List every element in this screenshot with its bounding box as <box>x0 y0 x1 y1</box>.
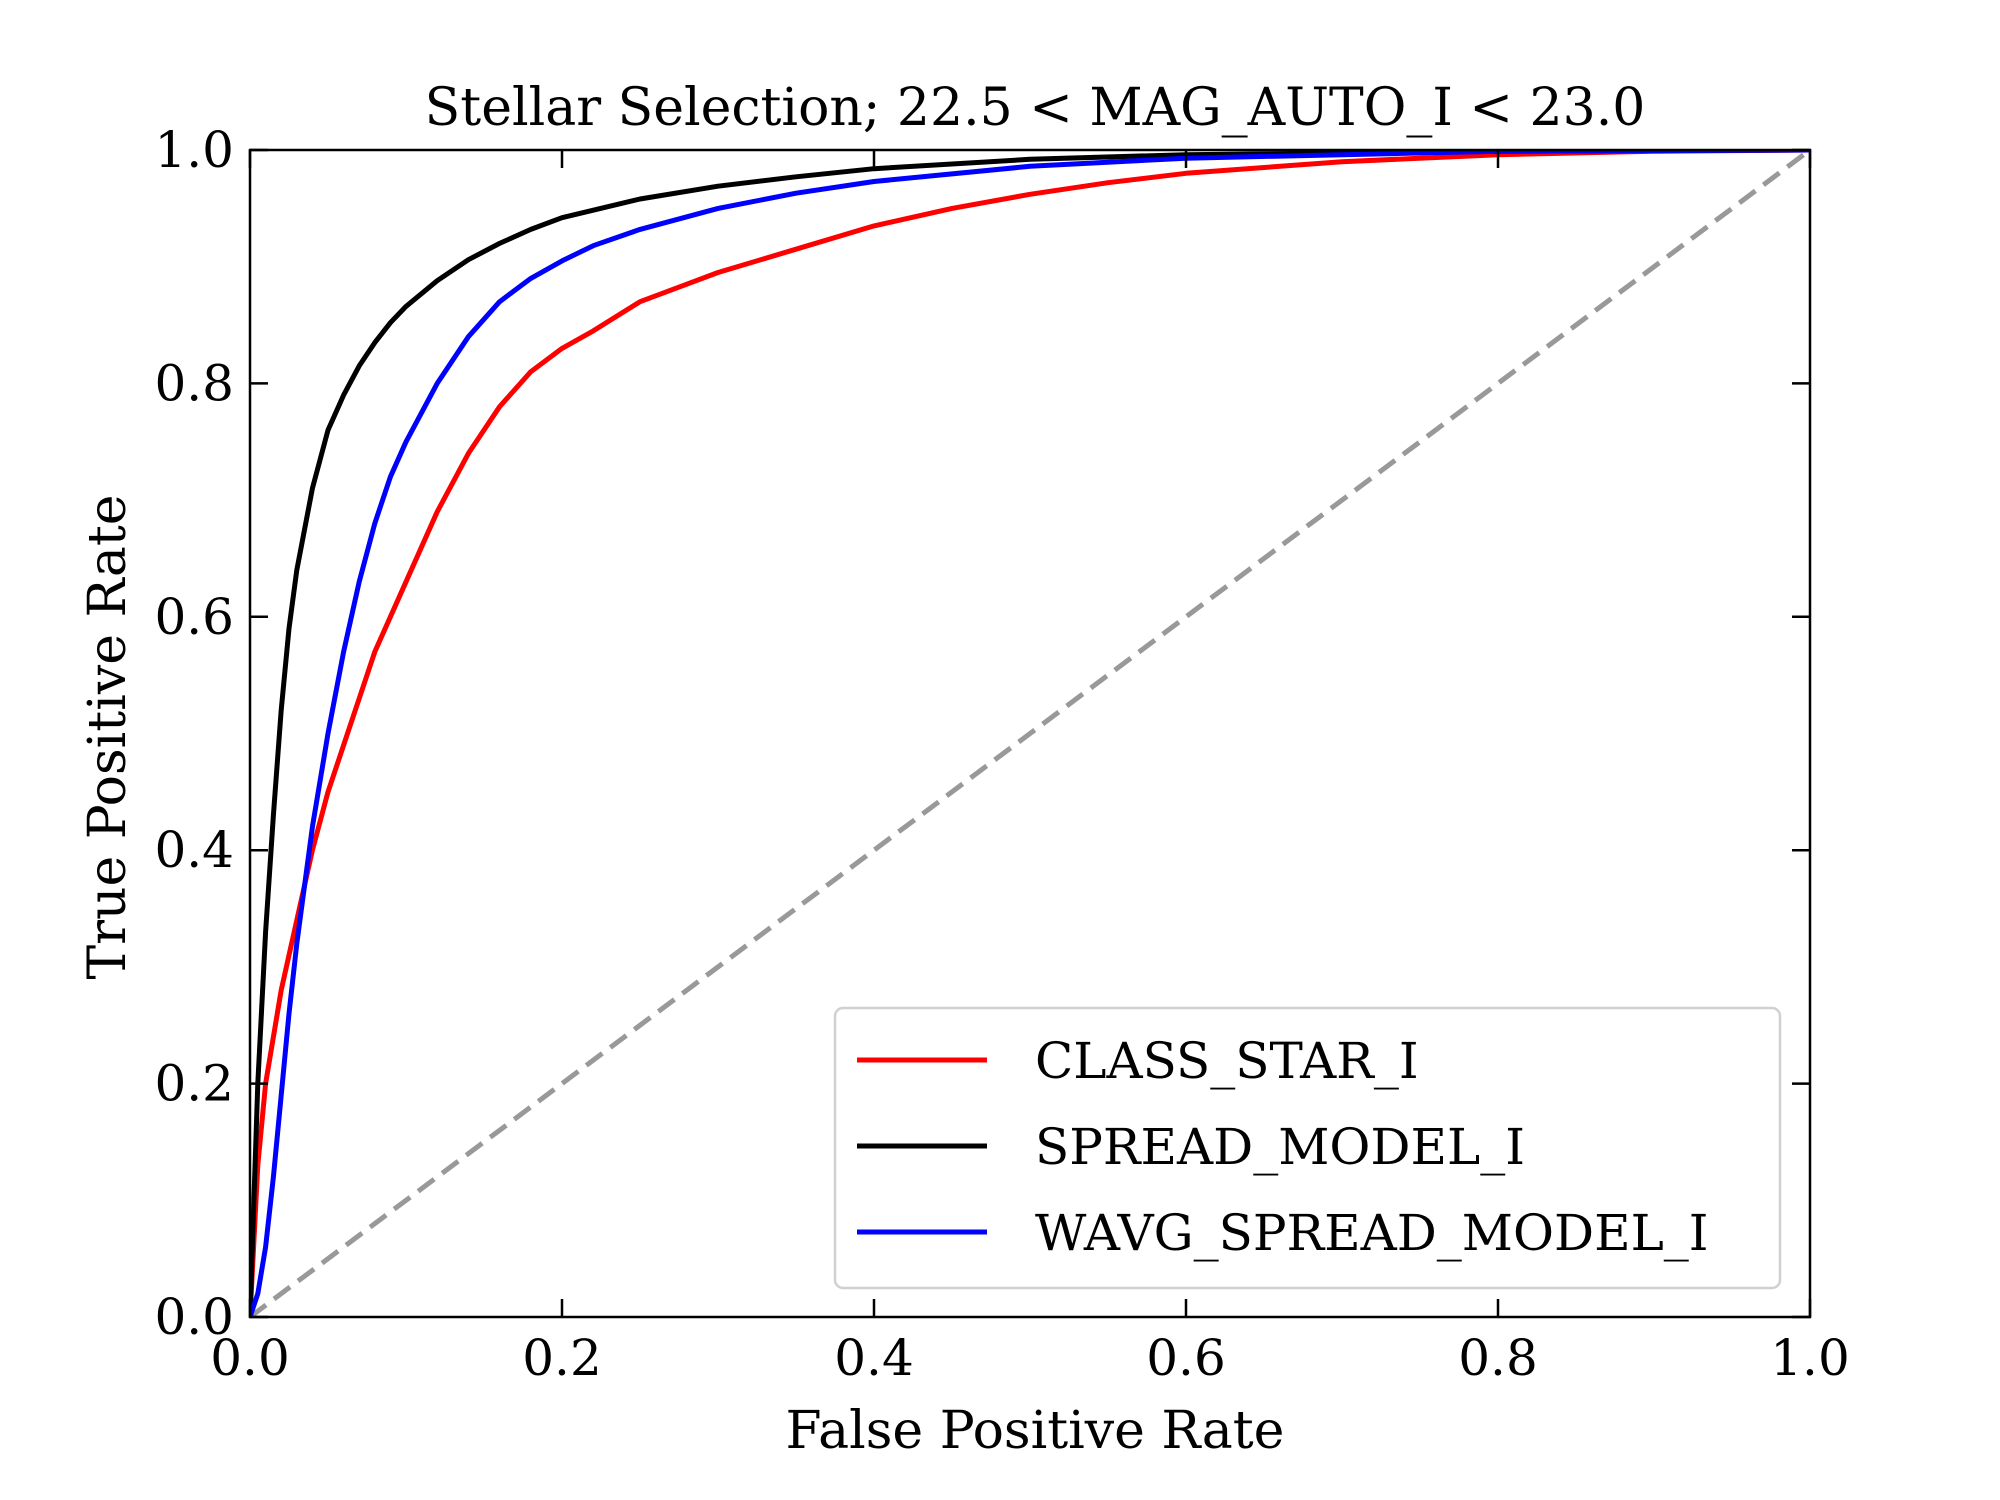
legend: CLASS_STAR_I SPREAD_MODEL_I WAVG_SPREAD_MO… <box>833 1006 1782 1290</box>
series-line-class-star-i <box>250 150 1810 1317</box>
x-tick-label: 1.0 <box>1770 1329 1850 1387</box>
x-tick-label: 0.4 <box>834 1329 914 1387</box>
legend-label: SPREAD_MODEL_I <box>1035 1118 1525 1176</box>
y-tick-label: 1.0 <box>154 121 234 179</box>
series-line-spread-model-i <box>250 150 1810 1317</box>
y-tick-label: 0.2 <box>154 1055 234 1113</box>
legend-box <box>833 1006 1782 1290</box>
y-axis-label: True Positive Rate <box>78 494 138 979</box>
axes-frame <box>248 148 1812 1319</box>
y-tick-label: 0.0 <box>154 1288 234 1346</box>
x-axis-label: False Positive Rate <box>786 1401 1285 1461</box>
x-tick-label: 0.0 <box>210 1329 290 1387</box>
plot-area <box>250 150 1810 1317</box>
y-tick-label: 0.6 <box>154 588 234 646</box>
y-tick-label: 0.4 <box>154 821 234 879</box>
legend-label: CLASS_STAR_I <box>1035 1032 1419 1090</box>
y-tick-label: 0.8 <box>154 354 234 412</box>
x-tick-label: 0.6 <box>1146 1329 1226 1387</box>
legend-label: WAVG_SPREAD_MODEL_I <box>1035 1204 1709 1262</box>
series-line-wavg-spread-model-i <box>250 150 1810 1317</box>
x-tick-label: 0.8 <box>1458 1329 1538 1387</box>
x-tick-label: 0.2 <box>522 1329 602 1387</box>
axes: 0.0 0.2 0.4 0.6 0.8 1.0 0.0 0.2 0.4 0.6 0.8 1.0 <box>154 121 1849 1387</box>
series-line-random <box>250 150 1810 1317</box>
chart-title: Stellar Selection; 22.5 < MAG_AUTO_I < 2… <box>425 78 1646 138</box>
